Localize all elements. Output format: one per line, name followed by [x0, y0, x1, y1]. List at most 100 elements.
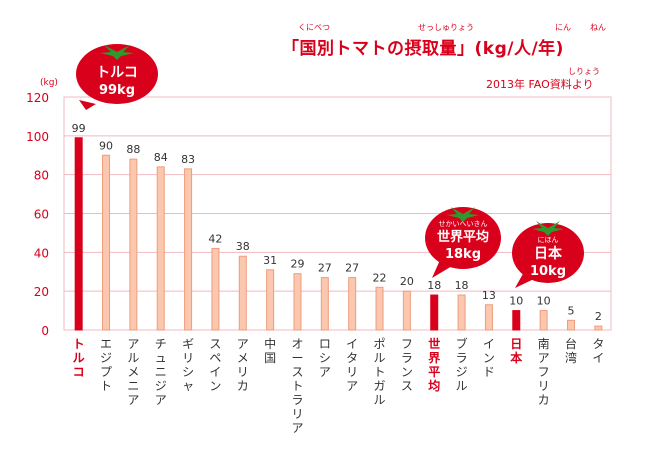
bar [156, 166, 165, 331]
value-label: 84 [154, 151, 168, 164]
value-label: 27 [318, 262, 332, 275]
callout-ruby: にほん [538, 236, 559, 244]
value-label: 83 [181, 153, 195, 166]
category-label-char: 中 [264, 336, 276, 351]
y-tick-label: 20 [34, 285, 49, 299]
y-axis-ticks: 0 20 40 60 80 100 120 [26, 91, 49, 338]
callout-name: 世界平均 [437, 229, 489, 245]
value-label: 10 [509, 295, 523, 308]
category-label-char: リ [182, 351, 194, 365]
y-tick-label: 120 [26, 91, 49, 105]
category-label-char: ガ [374, 379, 386, 393]
category-label-char: ロ [319, 337, 331, 351]
value-label: 22 [373, 271, 387, 284]
value-label: 10 [537, 295, 551, 308]
value-label: 88 [126, 143, 140, 156]
value-label: 99 [72, 122, 86, 135]
bar [348, 277, 357, 331]
category-label-char: ア [237, 337, 249, 351]
category-label-char: フ [401, 337, 413, 351]
y-tick-label: 40 [34, 246, 49, 260]
y-tick-label: 80 [34, 169, 49, 183]
category-label-char: ス [401, 379, 413, 393]
callout-name: トルコ [96, 65, 138, 81]
callout-value: 18kg [445, 247, 481, 262]
category-label-char: カ [538, 393, 550, 407]
category-label-char: 日 [510, 337, 522, 351]
bar [211, 247, 220, 331]
category-label-char: チ [155, 337, 167, 351]
category-label-char: 平 [428, 365, 440, 379]
category-label-char: カ [237, 379, 249, 393]
title-ruby-nin: にん [555, 23, 571, 32]
bar [402, 290, 411, 331]
title-ruby-sesshuryo: せっしゅりょう [418, 23, 474, 32]
value-label: 90 [99, 139, 113, 152]
bar [484, 304, 493, 331]
category-label-char: ル [374, 393, 386, 407]
category-label-char: メ [127, 365, 139, 379]
tomato-leaf-icon [100, 45, 134, 60]
category-label-char: 均 [428, 378, 440, 393]
category-label-char: ジ [100, 351, 112, 365]
bar [539, 310, 548, 331]
category-label-char: ア [538, 351, 550, 365]
category-label-char: 南 [538, 336, 550, 351]
category-label-char: ス [291, 365, 303, 379]
bar [266, 269, 275, 331]
tomato-shape [425, 207, 501, 269]
category-label-char: ス [209, 337, 221, 351]
category-label-char: ン [483, 351, 495, 365]
value-label: 5 [567, 304, 574, 317]
category-label-char: タ [592, 337, 604, 351]
category-label-char: ペ [209, 351, 221, 365]
category-label-char: 湾 [565, 350, 577, 365]
category-label-char: 国 [264, 351, 276, 365]
y-tick-label: 60 [34, 208, 49, 222]
category-label-char: ト [374, 365, 386, 379]
y-tick-label: 0 [41, 324, 49, 338]
category-label-char: ブ [456, 336, 468, 351]
category-label-char: ト [73, 337, 85, 351]
value-label: 38 [236, 240, 250, 253]
bar [102, 154, 111, 331]
category-label-char: シ [182, 365, 194, 379]
category-label-char: ル [127, 351, 139, 365]
category-label-char: ャ [182, 379, 194, 393]
value-label: 20 [400, 275, 414, 288]
value-label: 2 [595, 310, 602, 323]
value-label: 13 [482, 289, 496, 302]
category-label-char: ジ [456, 365, 468, 379]
category-label-char: イ [483, 337, 495, 351]
tomato-leaf-icon [532, 221, 564, 236]
category-label-char: プ [100, 365, 112, 379]
category-label-char: ニ [127, 379, 139, 393]
category-label-char: オ [291, 337, 303, 351]
callout-ruby: せかいへいきん [439, 220, 488, 228]
category-label-char: ド [483, 365, 495, 379]
category-label-char: ル [456, 379, 468, 393]
category-label-char: ア [127, 393, 139, 407]
category-label-char: ン [401, 365, 413, 379]
category-label-char: エ [100, 337, 112, 351]
bar [512, 310, 521, 331]
category-label-char: シ [319, 351, 331, 365]
bar [129, 158, 138, 331]
tomato-shape [76, 44, 158, 104]
source-ruby: しりょう [568, 67, 600, 76]
category-label-char: ト [291, 379, 303, 393]
category-label-char: 本 [510, 350, 522, 365]
callout-pointer [79, 100, 96, 110]
value-label: 18 [427, 279, 441, 292]
category-label-char: ト [100, 379, 112, 393]
callout-value: 99kg [99, 83, 135, 98]
category-label-char: ュ [155, 351, 167, 365]
category-label-char: ラ [401, 351, 413, 365]
category-label-char: タ [346, 351, 358, 365]
tomato-shape [512, 223, 584, 283]
source-note: 2013年 FAO資料より [486, 78, 594, 91]
callout-japan: にほん 日本 10kg [512, 221, 584, 288]
category-label-char: ア [291, 421, 303, 435]
bar [457, 294, 466, 331]
